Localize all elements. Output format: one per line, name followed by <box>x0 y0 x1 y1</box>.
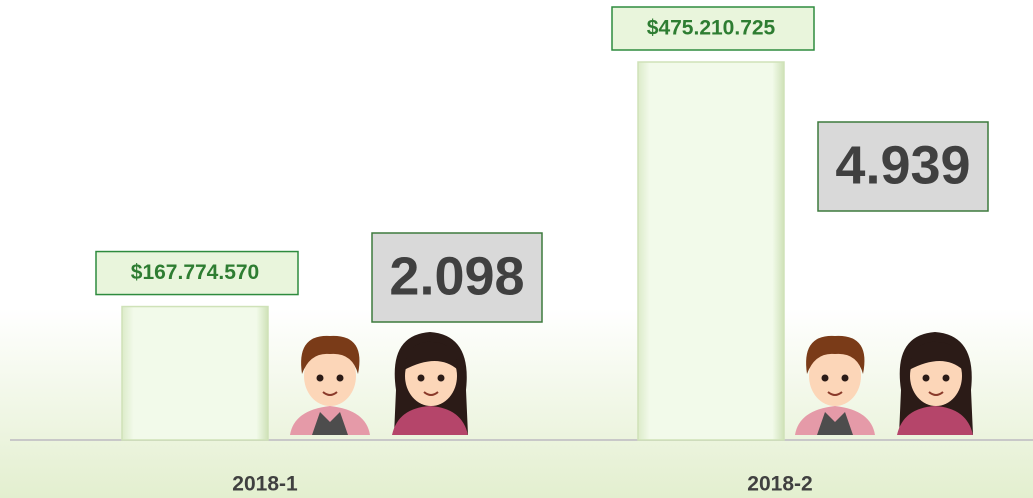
bar <box>122 307 268 440</box>
value-label: $167.774.570 <box>131 261 259 284</box>
chart: $167.774.570 2.098 2018-1 $475.210.725 4.939… <box>0 0 1033 498</box>
x-tick-label: 2018-2 <box>747 473 812 496</box>
woman-icon <box>897 332 973 435</box>
x-tick-label: 2018-1 <box>232 473 298 496</box>
count-label: 2.098 <box>389 246 524 306</box>
eye <box>438 375 445 382</box>
eye <box>337 375 344 382</box>
eye <box>943 375 950 382</box>
woman-icon <box>392 332 468 435</box>
count-label: 4.939 <box>835 135 970 195</box>
eye <box>418 375 425 382</box>
eye <box>317 375 324 382</box>
bar <box>638 62 784 440</box>
value-label: $475.210.725 <box>647 17 776 40</box>
eye <box>842 375 849 382</box>
eye <box>923 375 930 382</box>
eye <box>822 375 829 382</box>
